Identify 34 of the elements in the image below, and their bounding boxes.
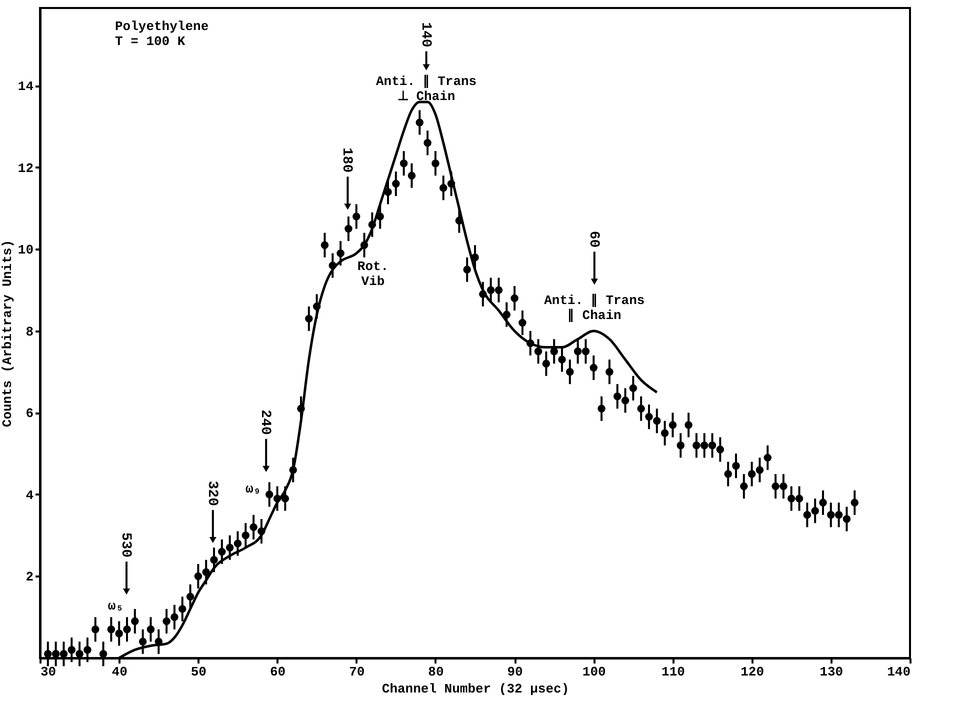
x-tick-label: 50 [190, 664, 207, 680]
x-tick-label: 110 [662, 664, 686, 680]
x-tick-label: 90 [507, 664, 524, 680]
y-tick-label: 8 [26, 324, 34, 340]
y-tick-label: 2 [26, 570, 34, 585]
annotation: 320 [204, 480, 220, 506]
text: T = 100 K [115, 34, 186, 49]
x-tick-label: 130 [820, 664, 844, 680]
annotation: 530 [118, 532, 134, 558]
y-tick-label: 10 [18, 242, 34, 258]
annotation: 180 [338, 147, 355, 173]
x-tick-label: 40 [112, 664, 128, 680]
annotation: Anti. ∥ Trans ⊥ Chain [376, 74, 477, 104]
y-tick-label: 14 [18, 79, 34, 94]
x-tick-label: 140 [887, 664, 911, 680]
annotation: Anti. ∥ Trans ∥ Chain [544, 293, 645, 323]
y-tick-label: 12 [18, 160, 34, 176]
annotation: 140 [417, 22, 434, 48]
x-axis-title: Channel Number (32 μsec) [382, 682, 570, 696]
annotation: ω₉ [245, 481, 262, 496]
x-tick-label: 30 [40, 664, 56, 680]
x-tick-label: 70 [349, 664, 365, 680]
y-tick-label: 4 [26, 488, 34, 503]
annotation: 240 [257, 410, 274, 435]
x-tick-label: 120 [740, 664, 764, 680]
x-tick-label: 60 [270, 664, 286, 680]
y-axis-title: Counts (Arbitrary Units) [0, 240, 15, 428]
annotation: 60 [585, 230, 602, 248]
annotation: Rot. Vib [357, 259, 389, 289]
annotation: ω₅ [108, 598, 124, 614]
y-tick-label: 6 [26, 406, 34, 422]
x-tick-label: 80 [428, 664, 444, 680]
x-tick-label: 100 [582, 664, 606, 680]
text: Polyethylene [115, 19, 209, 34]
